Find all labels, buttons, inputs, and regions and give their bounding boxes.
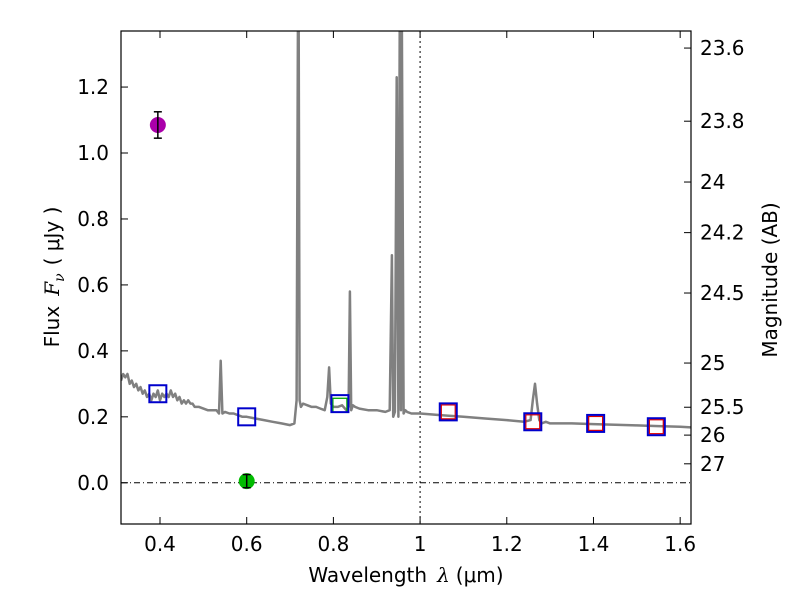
- y-tick-label: 1.2: [77, 75, 109, 99]
- model-point: [330, 394, 350, 414]
- y-axis-left: 0.0 0.2 0.4 0.6 0.8 1.0 1.2: [77, 75, 128, 495]
- magnitude-tick-label: 26: [700, 423, 725, 447]
- y-tick-label: 0.2: [77, 405, 109, 429]
- y-axis-right: 23.6 23.8 24 24.2 24.5 25 25.5 26 27: [684, 36, 745, 476]
- magnitude-tick-label: 27: [700, 452, 725, 476]
- model-point: [646, 417, 666, 437]
- y-tick-label: 0.0: [77, 471, 109, 495]
- model-point: [523, 412, 543, 432]
- plot-area: [121, 31, 691, 524]
- observed-point: [440, 404, 456, 420]
- x-tick-label: 0.8: [317, 532, 349, 556]
- plot-frame: [120, 30, 692, 525]
- x-axis: 0.4 0.6 0.8 1 1.2 1.4 1.6: [144, 31, 696, 556]
- model-point: [237, 407, 257, 427]
- observed-photometry: [149, 111, 664, 490]
- y-tick-label: 0.4: [77, 339, 109, 363]
- magnitude-tick-label: 23.6: [700, 36, 745, 60]
- y-tick-label: 0.6: [77, 273, 109, 297]
- y-axis-label-left: FluxFν( μJy ): [40, 207, 68, 348]
- x-tick-label: 1: [414, 532, 427, 556]
- observed-point: [525, 414, 541, 430]
- model-point: [586, 413, 606, 433]
- model-photometry: [148, 384, 666, 437]
- observed-point: [648, 419, 664, 435]
- magnitude-tick-label: 24.2: [700, 221, 745, 245]
- y-axis-label-right: Magnitude (AB): [758, 202, 782, 357]
- x-tick-label: 0.4: [144, 532, 176, 556]
- y-tick-label: 0.8: [77, 207, 109, 231]
- x-tick-label: 1.4: [578, 532, 610, 556]
- x-tick-label: 1.6: [664, 532, 696, 556]
- x-tick-label: 1.2: [491, 532, 523, 556]
- magnitude-tick-label: 24.5: [700, 281, 745, 305]
- model-point: [438, 402, 458, 422]
- x-axis-label: Wavelength λ (μm): [308, 563, 503, 587]
- observed-point: [587, 415, 604, 432]
- magnitude-tick-label: 25.5: [700, 395, 745, 419]
- template-spectrum-line: [121, 31, 691, 429]
- magnitude-tick-label: 23.8: [700, 109, 745, 133]
- y-tick-label: 1.0: [77, 141, 109, 165]
- magnitude-tick-label: 24: [700, 170, 725, 194]
- model-point: [148, 384, 168, 404]
- x-tick-label: 0.6: [231, 532, 263, 556]
- magnitude-tick-label: 25: [700, 351, 725, 375]
